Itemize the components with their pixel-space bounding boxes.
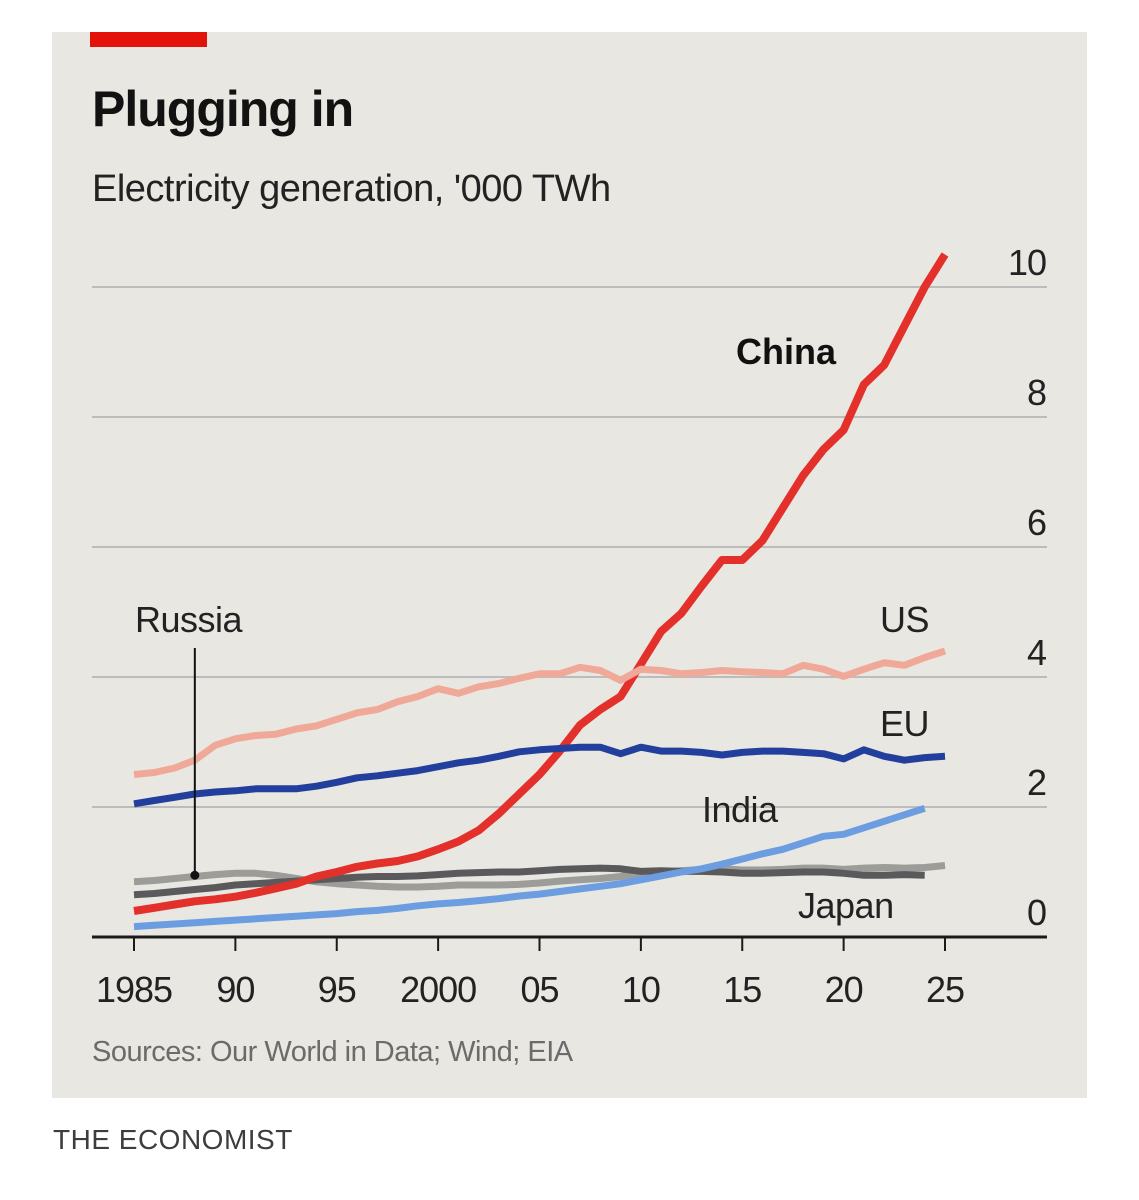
label-japan: Japan [798,885,894,926]
x-tick-2020: 20 [825,969,863,1010]
economist-red-tag [90,32,207,47]
y-tick-0: 0 [1027,892,1046,933]
label-china: China [736,331,837,372]
x-tick-1985: 1985 [96,969,172,1010]
y-tick-6: 6 [1027,502,1046,543]
x-tick-1990: 90 [216,969,254,1010]
russia-pointer-dot [190,870,200,880]
chart-title: Plugging in [92,81,354,137]
source-note: Sources: Our World in Data; Wind; EIA [92,1036,573,1068]
gridlines [92,286,1047,808]
x-tick-2000: 2000 [400,969,476,1010]
x-axis: 1985 90 95 2000 05 10 15 20 25 [92,935,1047,1010]
series-line-russia [133,864,925,899]
series-line-china [133,252,949,915]
label-india: India [702,789,779,830]
publisher-credit: THE ECONOMIST [53,1124,293,1155]
x-tick-2010: 10 [622,969,660,1010]
y-tick-4: 4 [1027,632,1046,673]
label-us: US [880,599,929,640]
series-line-us [133,647,947,778]
series-labels: China US EU India Japan Russia [135,331,930,926]
series-line-eu [133,743,946,808]
series-lines [133,252,949,931]
y-tick-8: 8 [1027,372,1046,413]
x-tick-2015: 15 [723,969,761,1010]
label-russia: Russia [135,599,244,640]
label-eu: EU [880,703,929,744]
x-tick-1995: 95 [318,969,356,1010]
y-tick-10: 10 [1008,242,1046,283]
y-tick-labels: 0 2 4 6 8 10 [1008,242,1047,933]
y-tick-2: 2 [1027,762,1046,803]
series-line-japan [133,862,946,891]
chart-subtitle: Electricity generation, '000 TWh [92,168,611,210]
russia-pointer [190,648,200,880]
x-tick-2005: 05 [520,969,558,1010]
series-line-india [133,804,926,931]
x-tick-2025: 25 [926,969,964,1010]
